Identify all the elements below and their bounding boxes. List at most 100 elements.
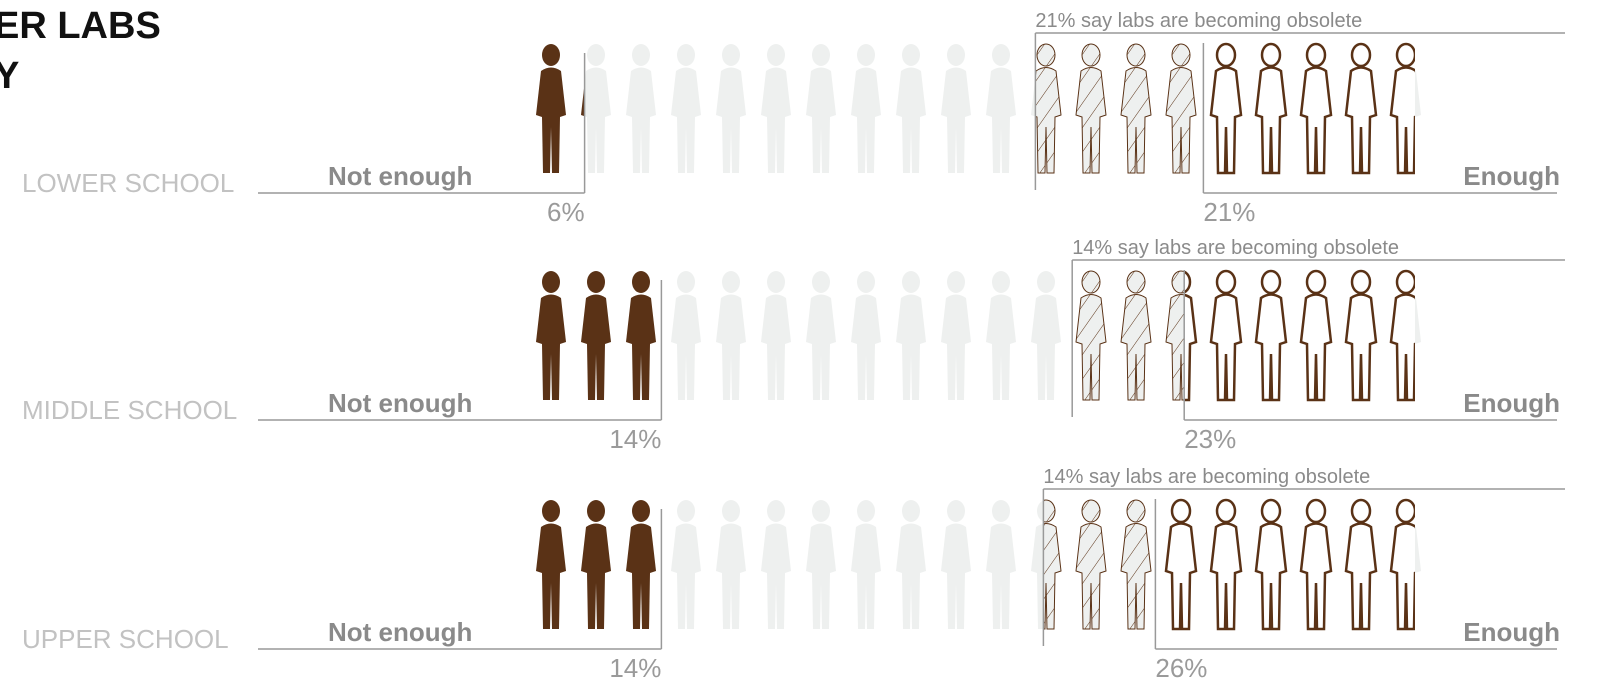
person-head xyxy=(767,44,785,66)
person-head xyxy=(1305,498,1327,524)
person-head xyxy=(857,271,875,293)
person-body xyxy=(581,523,611,629)
person-head xyxy=(632,44,650,66)
obsolete-note: 14% say labs are becoming obsolete xyxy=(1072,237,1399,259)
person-head xyxy=(1350,269,1372,295)
person-head xyxy=(1081,499,1101,523)
person-head xyxy=(677,500,695,522)
person-icon xyxy=(851,271,881,400)
person-body xyxy=(1164,522,1198,631)
obsolete-note: 14% say labs are becoming obsolete xyxy=(1043,466,1370,488)
person-icon xyxy=(1043,499,1062,630)
person-body xyxy=(1389,522,1416,631)
person-head xyxy=(1081,43,1101,67)
person-icon xyxy=(1075,43,1107,174)
person-body xyxy=(986,294,1016,400)
person-head xyxy=(1171,43,1191,67)
person-body xyxy=(1120,523,1152,630)
person-row xyxy=(536,271,1421,400)
person-head xyxy=(992,271,1010,293)
person-head xyxy=(1126,270,1146,294)
person-head xyxy=(1126,43,1146,67)
person-row xyxy=(536,44,1421,173)
person-head xyxy=(767,271,785,293)
person-head xyxy=(1350,498,1372,524)
person-row xyxy=(1209,42,1416,175)
person-body xyxy=(761,523,791,629)
person-head xyxy=(1350,42,1372,68)
person-body xyxy=(986,523,1016,629)
person-row xyxy=(1043,499,1152,630)
person-body xyxy=(1389,293,1415,402)
person-head xyxy=(722,500,740,522)
person-body xyxy=(1209,522,1243,631)
person-icon xyxy=(1299,269,1333,402)
person-icon xyxy=(1120,270,1152,401)
person-head xyxy=(1043,499,1056,523)
person-icon xyxy=(581,44,611,173)
person-head xyxy=(902,500,920,522)
person-body xyxy=(1120,67,1152,174)
person-head xyxy=(992,44,1010,66)
person-icon xyxy=(626,44,656,173)
person-icon xyxy=(941,500,971,629)
person-body xyxy=(1031,294,1061,400)
value-label: 14% xyxy=(609,653,661,683)
value-label: 26% xyxy=(1155,653,1207,683)
chart-title: ER LABS xyxy=(0,5,161,47)
person-icon xyxy=(581,83,585,117)
person-icon xyxy=(716,44,746,173)
person-head xyxy=(857,500,875,522)
person-body xyxy=(626,294,656,400)
person-icon xyxy=(1299,42,1333,175)
person-head xyxy=(542,44,560,66)
person-head xyxy=(632,271,650,293)
person-icon xyxy=(716,500,746,629)
person-row xyxy=(1164,498,1416,631)
person-icon xyxy=(806,44,836,173)
person-body xyxy=(1209,66,1243,175)
person-head xyxy=(677,44,695,66)
person-head xyxy=(1395,42,1416,68)
person-icon xyxy=(1254,42,1288,175)
person-icon xyxy=(1165,43,1197,174)
person-body xyxy=(1120,294,1152,401)
person-head xyxy=(1260,498,1282,524)
person-icon xyxy=(806,271,836,400)
person-body xyxy=(1043,523,1062,630)
person-body xyxy=(536,67,566,173)
person-body xyxy=(671,294,701,400)
person-icon xyxy=(1075,499,1107,630)
person-head xyxy=(812,271,830,293)
person-head xyxy=(1126,499,1146,523)
chart-title: Y xyxy=(0,55,19,97)
person-head xyxy=(1184,270,1192,294)
person-icon xyxy=(1120,43,1152,174)
person-body xyxy=(1344,66,1378,175)
enough-label: Enough xyxy=(1463,388,1560,418)
person-body xyxy=(1344,522,1378,631)
person-body xyxy=(671,523,701,629)
person-icon xyxy=(626,271,656,400)
person-head xyxy=(1260,42,1282,68)
person-body xyxy=(941,67,971,173)
person-row xyxy=(1075,270,1185,401)
person-body xyxy=(1389,66,1416,175)
person-body xyxy=(941,523,971,629)
person-icon xyxy=(1075,270,1107,401)
person-icon xyxy=(1120,499,1152,630)
person-icon xyxy=(761,271,791,400)
person-icon xyxy=(1344,269,1378,402)
person-body xyxy=(1075,294,1107,401)
person-icon xyxy=(1031,271,1061,400)
person-icon xyxy=(1184,270,1198,402)
person-head xyxy=(1036,43,1056,67)
person-head xyxy=(677,271,695,293)
person-body xyxy=(941,294,971,400)
person-icon xyxy=(806,500,836,629)
person-icon xyxy=(536,44,566,173)
person-head xyxy=(1215,269,1237,295)
person-icon xyxy=(851,44,881,173)
person-row xyxy=(1184,269,1415,402)
person-body xyxy=(896,67,926,173)
